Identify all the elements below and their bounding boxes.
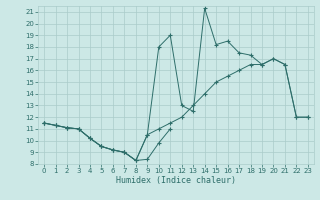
- X-axis label: Humidex (Indice chaleur): Humidex (Indice chaleur): [116, 176, 236, 185]
